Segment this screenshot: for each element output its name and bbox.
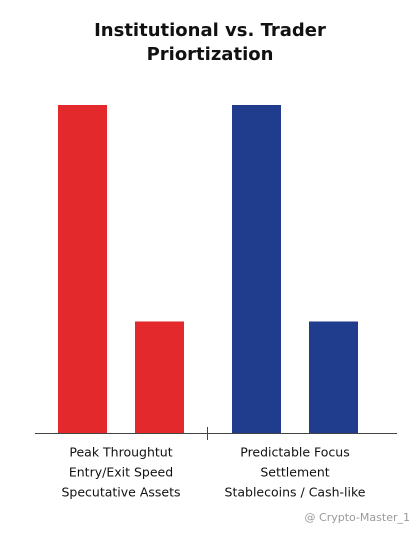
bar [58,105,107,433]
x-tick-label: Settlement [260,465,329,480]
x-tick-label: Entry/Exit Speed [69,465,173,480]
chart-title: Institutional vs. Trader [94,20,326,41]
x-tick-label: Peak Throughtut [69,445,172,460]
bar [232,105,281,433]
x-tick-label: Stablecoins / Cash-like [225,485,366,500]
chart-title: Priortization [147,44,274,65]
x-tick-label: Specutative Assets [61,485,180,500]
x-tick-label: Predictable Focus [240,445,350,460]
watermark: @ Crypto-Master_1 [305,511,410,524]
bar [135,321,184,433]
bar [309,321,358,433]
